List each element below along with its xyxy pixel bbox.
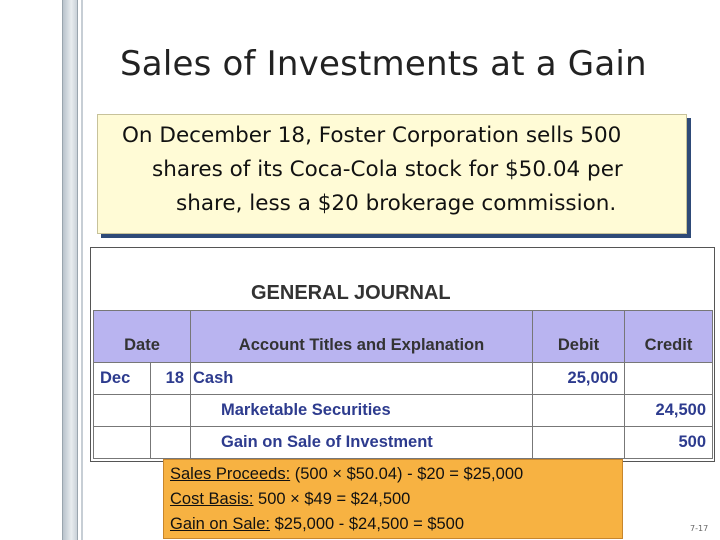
- row-month: Dec: [93, 362, 151, 395]
- intro-line-3: share, less a $20 brokerage commission.: [176, 191, 617, 216]
- row-day: 18: [150, 362, 191, 395]
- row-month: [93, 426, 151, 459]
- intro-line-2: shares of its Coca-Cola stock for $50.04…: [152, 157, 623, 182]
- intro-text: On December 18, Foster Corporation sells…: [122, 119, 686, 221]
- basis-label: Cost Basis:: [170, 490, 254, 508]
- header-date: Date: [93, 310, 191, 363]
- left-decorative-line: [81, 0, 83, 540]
- row-debit: 25,000: [532, 362, 625, 395]
- proceeds-line: Sales Proceeds: (500 × $50.04) - $20 = $…: [170, 462, 622, 487]
- row-credit: 24,500: [624, 394, 713, 427]
- journal-table: Date Account Titles and Explanation Debi…: [93, 310, 713, 459]
- journal-header-row: Date Account Titles and Explanation Debi…: [93, 310, 713, 363]
- row-credit: 500: [624, 426, 713, 459]
- left-decorative-bar: [62, 0, 78, 540]
- row-credit: [624, 362, 713, 395]
- slide-title: Sales of Investments at a Gain: [120, 44, 647, 84]
- basis-line: Cost Basis: 500 × $49 = $24,500: [170, 487, 622, 512]
- row-account: Cash: [190, 362, 533, 395]
- header-debit: Debit: [532, 310, 625, 363]
- intro-line-1: On December 18, Foster Corporation sells…: [122, 123, 622, 148]
- gain-value: $25,000 - $24,500 = $500: [269, 515, 465, 533]
- journal-title: GENERAL JOURNAL: [251, 282, 451, 304]
- row-month: [93, 394, 151, 427]
- header-credit: Credit: [624, 310, 713, 363]
- table-row: Marketable Securities 24,500: [93, 394, 713, 427]
- slide-number: 7-17: [690, 524, 709, 533]
- general-journal: GENERAL JOURNAL Date Account Titles and …: [90, 247, 715, 462]
- proceeds-label: Sales Proceeds:: [170, 465, 291, 483]
- gain-line: Gain on Sale: $25,000 - $24,500 = $500: [170, 512, 622, 537]
- intro-box: On December 18, Foster Corporation sells…: [97, 114, 687, 234]
- row-account: Marketable Securities: [190, 394, 533, 427]
- row-day: [150, 394, 191, 427]
- basis-value: 500 × $49 = $24,500: [253, 490, 411, 508]
- row-debit: [532, 394, 625, 427]
- calculation-note: Sales Proceeds: (500 × $50.04) - $20 = $…: [163, 459, 623, 539]
- row-account: Gain on Sale of Investment: [190, 426, 533, 459]
- row-day: [150, 426, 191, 459]
- row-debit: [532, 426, 625, 459]
- proceeds-value: (500 × $50.04) - $20 = $25,000: [290, 465, 524, 483]
- table-row: Dec 18 Cash 25,000: [93, 362, 713, 395]
- gain-label: Gain on Sale:: [170, 515, 270, 533]
- header-account: Account Titles and Explanation: [190, 310, 533, 363]
- table-row: Gain on Sale of Investment 500: [93, 426, 713, 459]
